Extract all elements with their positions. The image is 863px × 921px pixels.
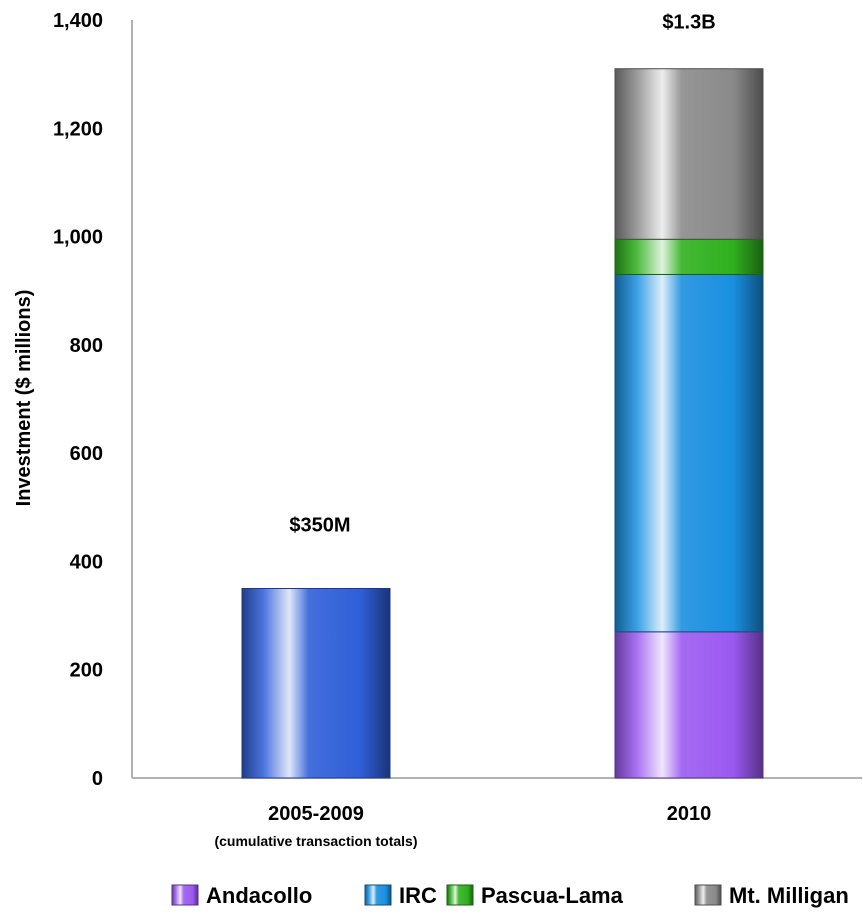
y-tick-label: 1,200 xyxy=(53,118,103,140)
legend-swatch xyxy=(446,884,474,906)
y-axis-label: Investment ($ millions) xyxy=(13,290,35,507)
x-category-label: 2010 xyxy=(667,803,712,825)
bar-2005-2009 xyxy=(241,588,391,779)
legend-label: Andacollo xyxy=(206,883,312,908)
bar-segment-andacollo xyxy=(614,631,764,779)
y-axis-ticks: 0 200 400 600 800 1,000 1,200 1,400 xyxy=(53,10,103,790)
x-category-sublabel: (cumulative transaction totals) xyxy=(214,833,417,849)
y-tick-label: 200 xyxy=(70,660,103,682)
y-tick-label: 1,000 xyxy=(53,227,103,249)
bars xyxy=(241,68,764,779)
legend-label: Mt. Milligan xyxy=(729,883,849,908)
y-tick-label: 600 xyxy=(70,443,103,465)
legend: Andacollo IRC Pascua-Lama Mt. Milligan xyxy=(171,883,849,908)
total-data-label: $350M xyxy=(289,515,350,537)
legend-swatch xyxy=(694,884,722,906)
total-data-label: $1.3B xyxy=(662,12,715,34)
bar-segment-mt-milligan xyxy=(614,68,764,240)
category-labels: 2005-2009 (cumulative transaction totals)… xyxy=(214,803,711,849)
y-tick-label: 400 xyxy=(70,551,103,573)
legend-swatch xyxy=(171,884,199,906)
y-tick-label: 0 xyxy=(92,768,103,790)
x-category-label: 2005-2009 xyxy=(268,803,364,825)
legend-label: IRC xyxy=(399,883,437,908)
legend-swatch xyxy=(364,884,392,906)
legend-label: Pascua-Lama xyxy=(481,883,624,908)
y-tick-label: 1,400 xyxy=(53,10,103,32)
y-tick-label: 800 xyxy=(70,335,103,357)
total-labels: $350M $1.3B xyxy=(289,12,715,537)
bar-segment-pascua-lama xyxy=(614,238,764,275)
bar-segment-irc xyxy=(614,273,764,633)
